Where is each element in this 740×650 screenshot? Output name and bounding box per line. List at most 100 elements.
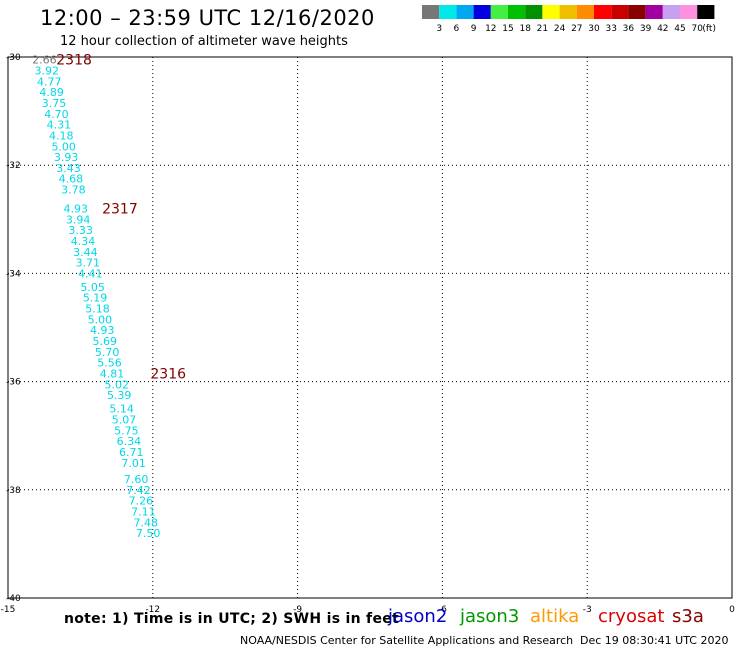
colorbar-swatch [628,5,646,19]
colorbar-swatch [490,5,508,19]
swh-value-label: 5.00 [88,313,113,326]
colorbar-tick-label: 36 [623,24,635,34]
swh-value-label: 4.18 [49,129,74,142]
colorbar-swatch [508,5,526,19]
satellite-cryosat-label: cryosat [598,606,665,627]
units-note: note: 1) Time is in UTC; 2) SWH is in fe… [64,611,400,627]
colorbar-swatch [559,5,577,19]
swh-value-label: 7.11 [131,505,156,518]
swh-value-label: 3.92 [35,65,60,78]
satellite-jason2-label: jason2 [388,606,448,627]
colorbar-swatch [645,5,663,19]
swh-value-label: 5.00 [51,140,76,153]
swh-value-label: 5.07 [112,413,137,426]
colorbar-swatch [473,5,491,19]
swh-value-label: 4.77 [37,75,62,88]
colorbar-tick-label: 45 [674,24,685,34]
time-label: 2317 [102,201,138,217]
swh-value-label: 5.75 [114,424,139,437]
colorbar-tick-label: 15 [502,24,513,34]
swh-value-label: 7.48 [133,516,158,529]
y-tick-label: -34 [6,269,21,279]
swh-value-label: 6.71 [119,446,144,459]
swh-value-label: 5.56 [97,357,122,370]
colorbar-tick-label: 42 [657,24,668,34]
colorbar-swatch [697,5,715,19]
swh-value-label: 3.93 [54,151,79,164]
colorbar-swatch [422,5,440,19]
colorbar-tick-label: 70 [691,24,703,34]
y-tick-label: -36 [6,378,21,388]
colorbar-swatch [525,5,543,19]
x-tick-label: -12 [145,605,160,615]
swh-value-label: 4.93 [90,324,115,337]
chart-subtitle: 12 hour collection of altimeter wave hei… [60,34,348,49]
y-tick-label: -32 [6,161,21,171]
colorbar-tick-label: 33 [605,24,616,34]
swh-value-label: 2.66 [32,54,57,67]
colorbar-tick-label: 3 [436,24,442,34]
time-label: 2318 [56,53,92,69]
colorbar-swatch [662,5,680,19]
colorbar-swatch [611,5,629,19]
swh-value-label: 3.33 [68,224,93,237]
colorbar-tick-label: 18 [519,24,531,34]
satellite-altika-label: altika [530,606,580,627]
colorbar-tick-label: 39 [640,24,652,34]
swh-value-label: 3.75 [42,97,67,110]
colorbar-tick-label: 30 [588,24,600,34]
swh-value-label: 7.60 [124,473,149,486]
swh-value-label: 7.26 [129,495,154,508]
swh-value-label: 4.34 [71,235,96,248]
swh-value-label: 4.81 [100,367,125,380]
chart-title: 12:00 – 23:59 UTC 12/16/2020 [40,6,375,30]
footer-timestamp: Dec 19 08:30:41 UTC 2020 [580,634,729,647]
x-tick-label: -15 [1,605,16,615]
color-scale-legend: 3 6 9 12 15 18 21 24 27 30 33 36 39 42 45 70 (ft) [422,5,716,34]
x-tick-label: 0 [729,605,735,615]
colorbar-swatch [542,5,560,19]
swh-value-label: 3.78 [61,184,86,197]
swh-value-label: 7.42 [126,484,150,497]
swh-value-label: 4.93 [64,202,89,215]
swh-value-label: 5.69 [92,335,117,348]
colorbar-swatch [680,5,698,19]
satellite-jason3-label: jason3 [460,606,520,627]
colorbar-tick-label: 27 [571,24,582,34]
footer-credit: NOAA/NESDIS Center for Satellite Applica… [240,634,574,647]
colorbar-unit: (ft) [702,24,716,34]
colorbar-swatch [439,5,457,19]
y-tick-label: -30 [6,53,21,63]
swh-value-label: 7.50 [136,527,161,540]
colorbar-tick-label: 6 [454,24,460,34]
swh-value-label: 5.14 [109,403,134,416]
swh-value-label: 5.39 [107,389,131,402]
satellite-s3a-label: s3a [672,606,704,627]
swh-value-label: 5.18 [85,303,110,316]
y-tick-label: -38 [6,486,21,496]
swh-value-label: 5.19 [83,292,108,305]
x-tick-label: -3 [583,605,592,615]
swh-value-label: 3.44 [73,246,98,259]
swh-value-label: 6.34 [117,435,142,448]
swh-value-label: 5.02 [105,378,129,391]
swh-value-label: 3.94 [66,213,91,226]
swh-value-label: 4.68 [59,173,84,186]
colorbar-swatch [576,5,594,19]
swh-value-label: 4.41 [78,267,103,280]
swh-value-label: 4.70 [44,108,68,121]
plot-frame [7,56,733,599]
swh-value-label: 3.43 [56,162,80,175]
x-tick-label: -6 [438,605,447,615]
swh-value-label: 5.05 [80,281,105,294]
y-tick-label: -40 [6,594,21,604]
colorbar-tick-label: 12 [485,24,496,34]
x-tick-label: -9 [293,605,302,615]
swh-value-label: 4.31 [47,119,72,132]
colorbar-tick-label: 21 [537,24,548,34]
colorbar-swatch [456,5,474,19]
swh-value-label: 5.70 [95,346,120,359]
swh-value-label: 3.71 [76,257,101,270]
swh-value-label: 7.01 [121,457,146,470]
